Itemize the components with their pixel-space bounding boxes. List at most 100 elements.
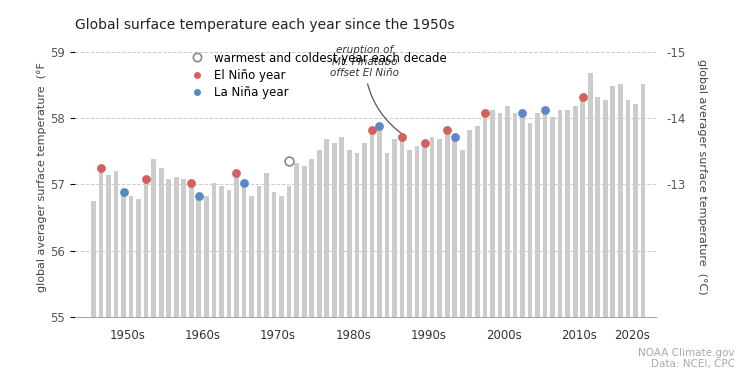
Bar [249,197,254,317]
Point [539,107,551,113]
Bar [332,143,336,317]
Bar [468,130,472,317]
Bar [618,84,623,317]
Bar [565,110,570,317]
Bar [498,113,502,317]
Point [366,127,378,133]
Bar [573,106,577,317]
Bar [279,197,284,317]
Text: 2020s: 2020s [614,329,650,342]
Point [396,134,408,140]
Bar [219,186,224,317]
Bar [385,153,389,317]
Bar [527,123,533,317]
Bar [227,190,231,317]
Bar [392,140,397,317]
Bar [430,137,434,317]
Bar [535,113,540,317]
Bar [415,146,419,317]
Text: 1990s: 1990s [410,329,446,342]
Bar [633,104,638,317]
Bar [475,126,480,317]
Bar [91,201,95,317]
Point [441,127,453,133]
Bar [422,143,427,317]
Bar [113,171,119,317]
Bar [595,97,600,317]
Text: 2010s: 2010s [561,329,597,342]
Bar [302,166,307,317]
Bar [212,183,216,317]
Legend: warmest and coldest year each decade, El Niño year, La Niña year: warmest and coldest year each decade, El… [185,51,446,99]
Bar [196,197,201,317]
Point [231,170,242,176]
Bar [272,192,277,317]
Point [283,158,295,164]
Bar [317,150,322,317]
Bar [234,173,239,317]
Bar [106,175,111,317]
Point [419,140,430,146]
Point [95,165,107,171]
Text: 1980s: 1980s [335,329,371,342]
Bar [588,73,592,317]
Bar [159,168,163,317]
Text: 1970s: 1970s [260,329,296,342]
Point [192,194,204,200]
Bar [445,130,450,317]
Bar [286,186,292,317]
Bar [264,173,269,317]
Bar [513,113,517,317]
Bar [310,159,314,317]
Bar [377,126,382,317]
Bar [339,137,344,317]
Point [118,189,130,195]
Bar [325,140,329,317]
Bar [610,87,615,317]
Bar [347,150,351,317]
Point [479,110,491,116]
Bar [407,150,412,317]
Point [449,134,461,140]
Text: eruption of
Mt. Pinatubo
offset El Niño: eruption of Mt. Pinatubo offset El Niño [330,45,404,135]
Bar [641,84,645,317]
Bar [460,150,465,317]
Y-axis label: global averager surface temperature  (°C): global averager surface temperature (°C) [697,59,706,295]
Bar [129,197,134,317]
Bar [98,168,103,317]
Bar [580,97,585,317]
Text: NOAA Climate.gov
Data: NCEI, CPC: NOAA Climate.gov Data: NCEI, CPC [639,348,735,369]
Bar [354,153,360,317]
Bar [242,183,246,317]
Bar [626,100,630,317]
Bar [121,192,126,317]
Bar [400,137,404,317]
Bar [295,163,299,317]
Bar [189,183,194,317]
Point [577,94,589,100]
Bar [452,137,457,317]
Bar [543,110,548,317]
Y-axis label: global averager surface temperature  (°F: global averager surface temperature (°F [37,62,47,292]
Bar [483,113,487,317]
Bar [204,197,209,317]
Text: 1960s: 1960s [184,329,221,342]
Bar [558,110,562,317]
Text: 2000s: 2000s [486,329,521,342]
Bar [520,113,525,317]
Bar [137,199,141,317]
Point [140,176,152,182]
Bar [603,100,608,317]
Bar [166,179,171,317]
Point [516,110,528,116]
Bar [151,159,156,317]
Point [374,123,386,129]
Bar [181,179,186,317]
Bar [551,117,555,317]
Point [238,180,250,186]
Bar [144,179,148,317]
Bar [369,130,374,317]
Bar [174,176,178,317]
Bar [490,110,495,317]
Bar [257,186,261,317]
